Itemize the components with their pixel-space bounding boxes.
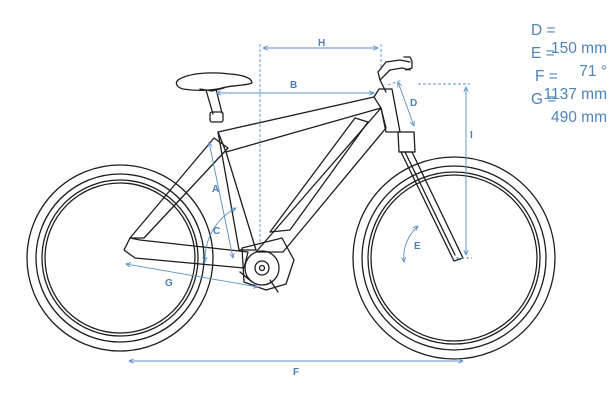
frame <box>123 88 401 293</box>
handlebar <box>377 56 413 93</box>
saddle <box>175 72 253 123</box>
dimension-lines <box>126 44 472 361</box>
label-d: D <box>410 98 417 109</box>
fork <box>397 131 464 262</box>
rear-wheel <box>26 164 214 352</box>
label-f: F <box>293 367 299 378</box>
dimension-d <box>387 79 414 126</box>
label-a: A <box>212 184 219 195</box>
label-b: B <box>290 80 297 91</box>
dimension-i <box>418 83 472 259</box>
label-c: C <box>213 226 220 237</box>
label-h: H <box>318 38 325 49</box>
label-g: G <box>165 278 173 289</box>
dimension-h <box>259 44 382 245</box>
label-e: E <box>414 241 421 252</box>
dimension-g <box>126 264 258 287</box>
dimension-a <box>209 142 233 258</box>
bike-outline <box>26 56 556 360</box>
label-i: I <box>470 130 473 141</box>
dimension-e <box>404 226 418 262</box>
front-wheel <box>352 156 556 360</box>
dimension-c <box>205 208 236 262</box>
dimension-letters: H B D I A C E G F <box>165 38 473 378</box>
